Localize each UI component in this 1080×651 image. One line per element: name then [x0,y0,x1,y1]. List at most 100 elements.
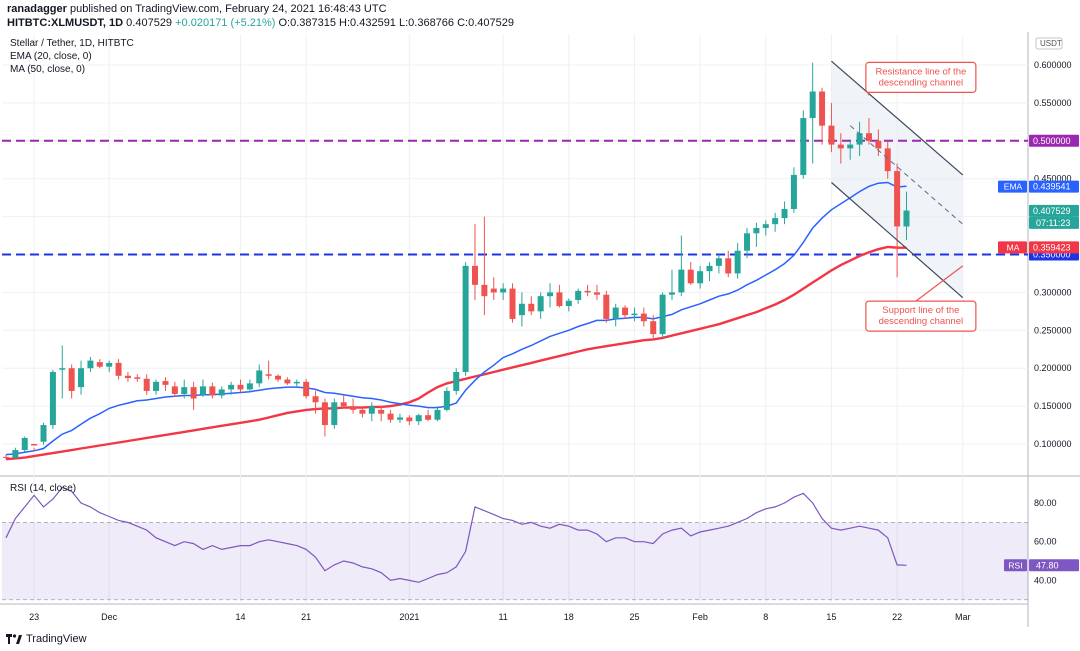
candle [744,227,751,259]
candle [865,118,872,145]
ema-line [5,181,907,456]
candle-body [650,321,657,335]
candle-body [181,387,188,394]
candle-body [640,313,647,322]
candle-body [237,384,244,390]
candle-body [547,292,554,297]
candle-body [575,290,582,300]
candle [453,368,460,395]
time-tick-label: 2021 [399,612,419,622]
countdown-tag [1029,216,1079,229]
candle [434,406,441,422]
candle-body [678,269,685,293]
candle [218,386,225,399]
candle [678,235,685,297]
candle-body [3,456,9,458]
candle-body [687,269,694,284]
last-price-tag [1029,204,1079,217]
candle [143,374,150,395]
time-tick-label: 25 [629,612,639,622]
candle [734,243,741,279]
candle-body [856,133,863,145]
rsi-tick-label: 80.00 [1034,498,1057,508]
time-tick-label: Mar [955,612,971,622]
candle [387,409,394,423]
candle-body [706,265,713,272]
ema-name-tag [998,180,1027,193]
candles [3,62,910,460]
channel-midline [849,125,964,225]
candle [284,377,291,385]
countdown-label: 07:11:23 [1036,218,1070,228]
candle-body [340,402,347,407]
candle [40,422,47,445]
ma-price-tag [1029,241,1079,254]
candle [331,398,338,429]
candle [537,292,544,319]
candle [190,381,197,410]
candle-body [781,209,788,219]
candle-body [359,409,366,414]
candle [68,364,75,399]
candle-body [40,425,47,442]
time-tick-label: 21 [301,612,311,622]
candle-body [453,371,460,391]
candle [772,212,779,232]
candle [837,133,844,164]
candle-body [275,375,282,380]
price-tick-label: 0.450000 [1034,174,1072,184]
candle [715,254,722,274]
candle-body [406,417,413,422]
annotation-box [865,61,977,93]
candle-body [321,402,328,426]
candle [59,345,66,399]
candle-body [518,303,525,316]
candle-body [228,384,235,390]
candle [443,387,450,412]
candle [753,222,760,247]
candle-body [537,296,544,312]
candle [162,377,169,391]
ma-name-label: MA [1007,242,1020,252]
time-tick-label: 23 [29,612,39,622]
candle [518,292,525,327]
candle [31,444,38,452]
annotation-arrow [915,265,964,302]
candle [875,129,882,156]
candle-body [584,290,591,293]
time-tick-label: Feb [692,612,708,622]
candle [490,277,497,300]
brand-name[interactable]: TradingView [26,633,87,645]
publish-info: ranadagger published on TradingView.com,… [7,3,387,15]
candle-body [162,381,169,385]
candle-body [134,377,141,379]
candle-body [124,375,131,379]
candle [406,415,413,426]
candle-body [378,409,385,414]
candle [697,265,704,289]
candle-body [828,125,835,145]
candle-body [350,406,357,410]
level-tag-label: 0.350000 [1033,250,1071,260]
candle [640,307,647,327]
annotation-text: Resistance line of the [875,66,966,77]
candle-body [265,374,272,376]
author-name[interactable]: ranadagger [7,3,67,15]
annotation-box [865,300,977,332]
chart-canvas[interactable]: 0.6000000.5500000.5000000.4500000.400000… [0,32,1080,632]
candle-body [500,288,507,293]
price-tick-label: 0.300000 [1034,287,1072,297]
candle-body [293,381,300,384]
candle [275,374,282,382]
candle [800,110,807,179]
candle-body [209,386,216,396]
candle-body [725,258,732,274]
candle [425,409,432,422]
header: ranadagger published on TradingView.com,… [0,0,1080,32]
last-price: 0.407529 [126,17,173,29]
candle [124,371,131,382]
candle [134,374,141,382]
candle-body [697,271,704,284]
candle [847,140,854,160]
candle-body [659,294,666,335]
